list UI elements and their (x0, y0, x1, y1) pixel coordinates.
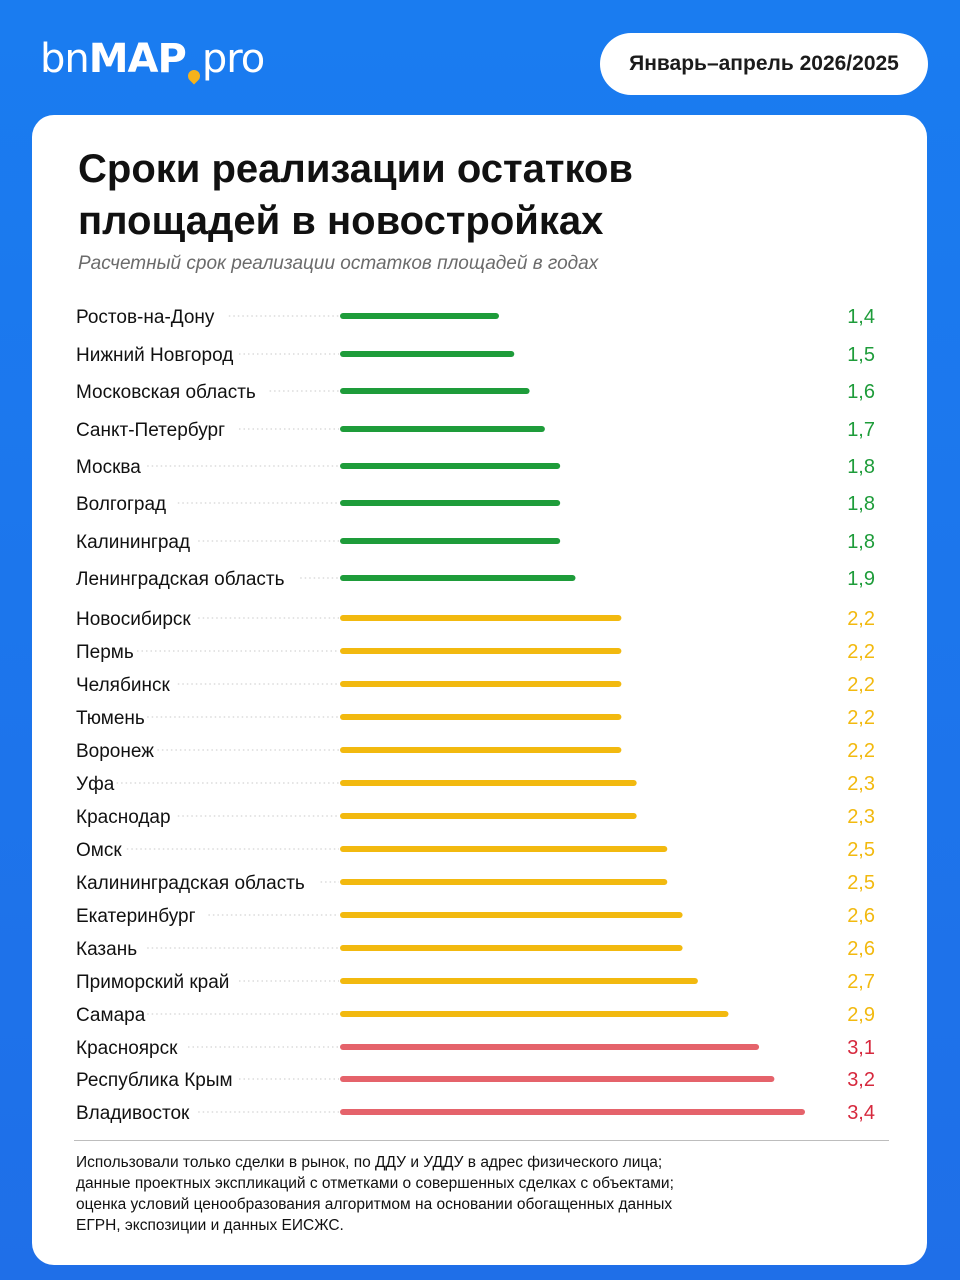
category-label: Екатеринбург (76, 906, 196, 927)
value-label: 2,3 (847, 806, 875, 828)
value-label: 3,1 (847, 1037, 875, 1059)
value-label: 2,5 (847, 839, 875, 861)
category-label: Ленинградская область (76, 569, 285, 590)
value-label: 1,8 (847, 456, 875, 478)
value-label: 2,7 (847, 971, 875, 993)
value-label: 1,4 (847, 306, 875, 328)
category-label: Нижний Новгород (76, 345, 233, 366)
value-label: 2,5 (847, 872, 875, 894)
category-label: Красноярск (76, 1038, 178, 1059)
value-label: 2,2 (847, 740, 875, 762)
value-label: 2,2 (847, 674, 875, 696)
logo-part3: pro (201, 36, 265, 82)
chart-title: Сроки реализации остатков площадей в нов… (78, 147, 633, 243)
category-label: Уфа (76, 774, 115, 795)
category-label: Ростов-на-Дону (76, 307, 215, 328)
value-label: 1,8 (847, 493, 875, 515)
value-label: 2,2 (847, 608, 875, 630)
divider (74, 1140, 889, 1141)
value-label: 1,5 (847, 344, 875, 366)
category-label: Санкт-Петербург (76, 420, 225, 441)
category-label: Омск (76, 840, 122, 861)
value-label: 2,3 (847, 773, 875, 795)
value-label: 2,6 (847, 938, 875, 960)
value-label: 2,6 (847, 905, 875, 927)
chart-card: Сроки реализации остатков площадей в нов… (32, 115, 927, 1265)
chart-subtitle: Расчетный срок реализации остатков площа… (78, 253, 599, 274)
category-label: Москва (76, 457, 141, 478)
value-label: 3,4 (847, 1102, 875, 1124)
logo: bn MAP pro (40, 36, 265, 85)
category-label: Калининград (76, 532, 190, 553)
value-label: 1,6 (847, 381, 875, 403)
value-label: 1,9 (847, 568, 875, 590)
category-label: Волгоград (76, 494, 166, 515)
category-label: Московская область (76, 382, 256, 403)
value-label: 2,2 (847, 707, 875, 729)
value-label: 3,2 (847, 1069, 875, 1091)
category-label: Владивосток (76, 1103, 190, 1124)
logo-part2: MAP (88, 36, 187, 82)
value-label: 1,8 (847, 531, 875, 553)
category-label: Воронеж (76, 741, 154, 762)
logo-part1: bn (40, 36, 90, 82)
category-label: Тюмень (76, 708, 145, 729)
category-label: Казань (76, 939, 137, 960)
category-label: Пермь (76, 642, 134, 663)
footnote: Использовали только сделки в рынок, по Д… (76, 1154, 674, 1234)
category-label: Приморский край (76, 972, 229, 993)
value-label: 2,9 (847, 1004, 875, 1026)
value-label: 2,2 (847, 641, 875, 663)
category-label: Краснодар (76, 807, 171, 828)
category-label: Челябинск (76, 675, 170, 696)
period-badge: Январь–апрель 2026/2025 (600, 33, 928, 95)
category-label: Республика Крым (76, 1070, 233, 1091)
category-label: Новосибирск (76, 609, 191, 630)
category-label: Калининградская область (76, 873, 305, 894)
value-label: 1,7 (847, 419, 875, 441)
category-label: Самара (76, 1005, 146, 1026)
